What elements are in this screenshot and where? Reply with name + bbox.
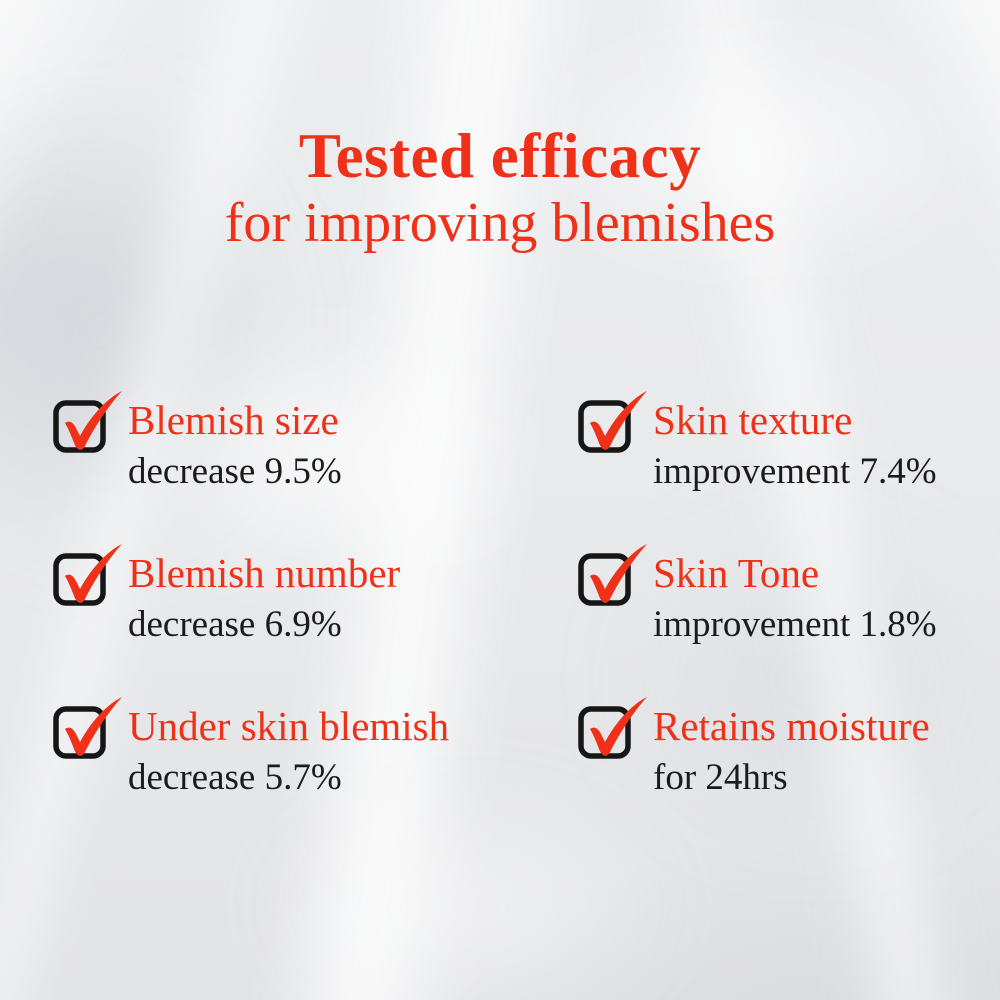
benefit-title: Skin Tone (653, 550, 820, 596)
page-title: Tested efficacy for improving blemishes (0, 122, 1000, 256)
benefit-detail: improvement 1.8% (653, 604, 937, 645)
benefit-title: Under skin blemish (128, 703, 450, 749)
benefit-item-retains-moisture: Retains moisture for 24hrs (577, 697, 937, 855)
benefit-item-under-skin-blemish: Under skin blemish decrease 5.7% (52, 697, 450, 855)
benefit-title: Blemish number (128, 550, 401, 596)
benefit-item-blemish-size: Blemish size decrease 9.5% (52, 391, 449, 549)
benefit-detail: for 24hrs (653, 757, 788, 798)
benefit-title: Skin texture (653, 397, 853, 443)
checkbox-checked-icon (577, 696, 651, 765)
title-line-1: Tested efficacy (298, 121, 702, 191)
checkbox-checked-icon (52, 543, 126, 612)
benefit-title: Retains moisture (653, 703, 930, 749)
benefit-detail: decrease 9.5% (128, 451, 342, 492)
benefit-title: Blemish size (128, 397, 339, 443)
checkbox-checked-icon (52, 390, 126, 459)
benefit-item-skin-texture: Skin texture improvement 7.4% (577, 391, 937, 549)
checkbox-checked-icon (52, 696, 126, 765)
checkbox-checked-icon (577, 543, 651, 612)
benefit-item-skin-tone: Skin Tone improvement 1.8% (577, 544, 937, 702)
benefits-column-left: Blemish size decrease 9.5% Blemish numbe… (52, 391, 450, 855)
title-line-2: for improving blemishes (224, 192, 776, 254)
benefits-column-right: Skin texture improvement 7.4% Skin Tone … (577, 391, 937, 855)
benefit-item-blemish-number: Blemish number decrease 6.9% (52, 544, 449, 702)
benefit-detail: decrease 5.7% (128, 757, 342, 798)
benefit-detail: decrease 6.9% (128, 604, 342, 645)
benefit-detail: improvement 7.4% (653, 451, 937, 492)
checkbox-checked-icon (577, 390, 651, 459)
